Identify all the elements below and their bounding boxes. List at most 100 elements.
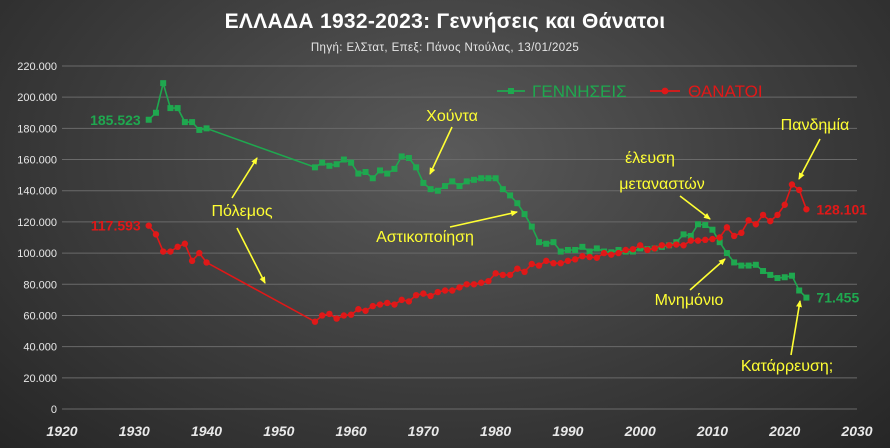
deaths-data-point [499, 271, 507, 279]
deaths-data-point [506, 271, 514, 279]
births-data-point [514, 200, 521, 207]
deaths-data-point [196, 249, 203, 257]
births-data-point [499, 186, 506, 193]
deaths-data-point [795, 186, 803, 194]
deaths-data-point [644, 246, 651, 254]
deaths-data-point [420, 290, 427, 297]
deaths-data-point [680, 242, 687, 249]
births-data-point [160, 80, 167, 87]
y-tick-label: 160.000 [17, 155, 57, 167]
y-tick-label: 40.000 [23, 342, 57, 354]
births-data-point [456, 183, 463, 190]
deaths-data-point [571, 256, 579, 263]
births-data-point [152, 109, 159, 116]
births-data-point [181, 119, 188, 126]
births-data-point [788, 272, 795, 279]
x-tick-label: 1970 [408, 423, 439, 439]
deaths-data-point [600, 249, 608, 257]
births-data-point [507, 192, 514, 199]
chart-subtitle: Πηγή: ΕλΣτατ, Επεξ: Πάνος Ντούλας, 13/01… [310, 42, 580, 54]
x-tick-label: 2010 [696, 423, 728, 439]
deaths-data-point [311, 318, 319, 325]
deaths-start-value-label: 117.593 [91, 218, 141, 234]
births-data-point [702, 222, 709, 229]
births-data-point [348, 159, 355, 166]
births-end-value-label: 71.455 [816, 290, 859, 306]
deaths-data-point [759, 211, 767, 219]
births-data-point [695, 221, 701, 228]
deaths-data-point [412, 291, 420, 299]
deaths-data-point [636, 242, 644, 249]
births-data-point [543, 240, 550, 247]
deaths-data-point [427, 292, 434, 300]
deaths-data-point [477, 279, 485, 286]
births-data-point [203, 125, 210, 132]
births-data-point [485, 175, 492, 182]
births-data-point [145, 116, 152, 123]
annotation-war: Πόλεμος [211, 203, 272, 220]
births-data-point [377, 167, 383, 174]
births-data-point [340, 156, 347, 163]
births-data-point [745, 262, 752, 269]
deaths-data-point [333, 315, 340, 322]
deaths-data-point [629, 245, 637, 253]
war-arrow-to-deaths [236, 227, 266, 284]
births-data-point [449, 178, 456, 185]
y-tick-label: 20.000 [23, 373, 57, 385]
births-data-point [398, 153, 405, 160]
legend-births-marker [508, 88, 514, 94]
deaths-data-point [181, 240, 189, 247]
annotation-urbanization: Αστικοποίηση [376, 229, 474, 246]
deaths-data-point [152, 231, 160, 238]
deaths-data-point [340, 312, 348, 319]
deaths-data-point [687, 237, 694, 244]
y-tick-label: 220.000 [17, 61, 57, 73]
deaths-data-point [716, 234, 723, 241]
births-data-point [420, 179, 427, 186]
births-data-point [557, 248, 564, 255]
deaths-data-point [174, 243, 181, 251]
deaths-data-point [347, 311, 355, 318]
births-data-point [760, 268, 767, 275]
deaths-data-point [745, 217, 752, 224]
births-data-point [319, 159, 326, 166]
births-data-point [709, 226, 716, 233]
births-data-point [413, 164, 420, 171]
deaths-data-point [730, 232, 738, 240]
deaths-data-point [449, 287, 456, 294]
deaths-data-point [355, 306, 362, 313]
deaths-data-point [535, 262, 543, 269]
deaths-data-point [774, 211, 781, 219]
births-data-point [333, 161, 340, 168]
deaths-data-point [441, 287, 449, 294]
deaths-data-point [550, 260, 557, 267]
deaths-data-point [369, 302, 376, 310]
deaths-data-point [781, 201, 788, 208]
deaths-data-point [362, 307, 369, 314]
annotation-arrival-line2: μεταναστών [619, 176, 704, 193]
deaths-data-point [145, 222, 152, 229]
births-data-point [564, 246, 571, 253]
deaths-data-point [586, 253, 593, 261]
deaths-data-point [738, 229, 745, 237]
deaths-data-point [803, 206, 810, 213]
births-data-point [680, 231, 687, 238]
deaths-data-point [694, 237, 702, 244]
births-data-point [369, 175, 376, 182]
deaths-data-point [579, 253, 586, 260]
y-tick-label: 140.000 [17, 186, 57, 198]
deaths-data-point [665, 242, 673, 249]
deaths-data-point [651, 245, 658, 252]
births-data-point [384, 170, 391, 177]
births-data-point [731, 259, 738, 266]
deaths-end-value-label: 128.101 [816, 201, 867, 217]
deaths-data-point [492, 270, 499, 277]
chart-title: ΕΛΛΑΔΑ 1932-2023: Γεννήσεις και Θάνατοι [224, 10, 666, 33]
births-data-point [434, 187, 441, 194]
births-data-point [752, 261, 759, 268]
y-tick-label: 100.000 [17, 248, 57, 260]
x-tick-label: 2020 [768, 423, 800, 439]
births-data-point [427, 186, 434, 193]
y-tick-label: 180.000 [17, 123, 57, 135]
births-data-point [391, 165, 398, 172]
